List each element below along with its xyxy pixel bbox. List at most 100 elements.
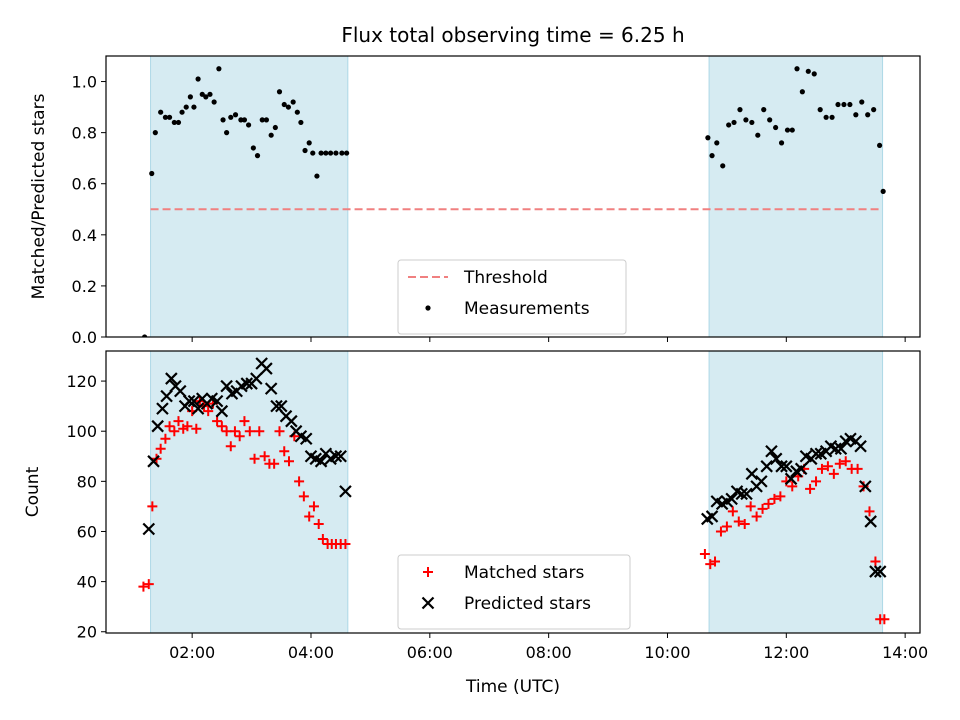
x-tick-label: 10:00 <box>644 643 690 662</box>
y-tick-label: 40 <box>77 573 97 592</box>
measurement-point <box>333 150 339 156</box>
predicted-star-point <box>859 480 872 493</box>
measurement-point <box>720 163 726 169</box>
measurement-point <box>220 117 226 123</box>
measurement-point <box>268 132 274 138</box>
matched-star-point <box>147 501 158 512</box>
matched-star-point <box>828 468 839 479</box>
predicted-star-point <box>147 455 160 468</box>
measurement-point <box>216 66 222 72</box>
legend-marker-swatch <box>425 305 431 311</box>
matched-star-point <box>164 421 175 432</box>
predicted-star-point <box>250 372 263 385</box>
plot-marks <box>138 357 890 625</box>
measurement-point <box>281 101 287 108</box>
matched-star-point <box>317 534 328 544</box>
measurement-point <box>705 135 711 141</box>
legend-label: Matched stars <box>464 563 584 583</box>
predicted-star-point <box>765 444 778 458</box>
measurement-point <box>314 173 320 179</box>
y-tick-label: 0.0 <box>72 328 97 347</box>
x-axis-label: Time (UTC) <box>465 677 560 697</box>
y-tick-label: 20 <box>77 623 97 642</box>
matched-star-point <box>816 463 827 474</box>
y-tick-label: 80 <box>77 472 97 491</box>
predicted-star-point <box>869 565 882 578</box>
measurement-point <box>773 124 779 131</box>
measurement-point <box>310 150 316 156</box>
predicted-star-point <box>829 442 842 456</box>
predicted-star-point <box>780 460 793 473</box>
legend-label: Threshold <box>463 268 548 288</box>
measurement-point <box>327 150 334 156</box>
measurement-point <box>162 114 169 120</box>
matched-star-point <box>138 581 149 592</box>
legend-marker-swatch <box>421 596 435 610</box>
measurement-point <box>761 107 767 113</box>
predicted-star-point <box>834 442 848 456</box>
legend: Matched stars Predicted stars <box>397 554 631 630</box>
predicted-star-point <box>151 419 164 433</box>
matched-star-point <box>840 456 851 467</box>
predicted-star-point <box>210 394 224 408</box>
matched-star-point <box>879 614 890 625</box>
matched-star-point <box>721 521 732 532</box>
matched-star-point <box>811 476 822 487</box>
matched-star-point <box>852 463 863 474</box>
measurement-point <box>835 101 841 108</box>
measurement-point <box>245 122 252 128</box>
predicted-star-point <box>285 414 298 428</box>
predicted-star-point <box>220 379 233 393</box>
predicted-star-point <box>775 460 788 473</box>
matched-star-point <box>710 556 721 567</box>
measurement-point <box>187 94 193 100</box>
x-tick-label: 08:00 <box>526 643 572 662</box>
legend-label: Predicted stars <box>464 594 591 614</box>
matched-star-point <box>787 481 798 492</box>
predicted-star-point <box>334 450 347 463</box>
predicted-star-point <box>156 402 169 415</box>
measurement-point <box>298 119 304 126</box>
measurement-point <box>743 117 749 123</box>
y-tick-label: 0.6 <box>72 175 97 194</box>
predicted-star-point <box>215 404 229 418</box>
measurement-point <box>254 153 261 159</box>
measurement-point <box>817 107 823 113</box>
predicted-star-point <box>735 487 749 501</box>
measurement-point <box>805 68 811 74</box>
matched-star-point <box>805 483 816 494</box>
measurement-point <box>853 112 859 118</box>
axes-frame <box>105 55 921 338</box>
matched-star-point <box>304 511 315 522</box>
predicted-star-point <box>864 515 877 528</box>
measurement-point <box>166 114 173 120</box>
predicted-star-point <box>264 382 278 395</box>
matched-star-point <box>864 506 875 517</box>
predicted-star-point <box>165 372 178 385</box>
matched-star-point <box>229 426 240 437</box>
measurement-point <box>880 188 886 194</box>
matched-star-point <box>269 458 280 469</box>
measurement-point <box>737 107 743 113</box>
predicted-star-point <box>173 384 187 398</box>
measurement-point <box>241 117 248 123</box>
predicted-star-point <box>760 460 773 473</box>
x-tick-label: 04:00 <box>288 643 334 662</box>
measurement-point <box>285 104 292 110</box>
matched-star-point <box>715 526 726 537</box>
matched-star-point <box>254 426 265 437</box>
matched-star-point <box>225 441 236 452</box>
measurement-point <box>859 99 865 105</box>
observing-window-0 <box>150 56 349 337</box>
measurement-point <box>224 130 230 136</box>
y-tick-label: 0.2 <box>72 277 97 296</box>
chart-title: Flux total observing time = 6.25 h <box>341 23 684 47</box>
measurement-point <box>203 94 209 100</box>
measurement-point <box>767 117 773 123</box>
matched-star-point <box>757 503 768 514</box>
predicted-star-point <box>274 399 288 413</box>
measurement-point <box>344 150 350 156</box>
measurement-point <box>709 153 715 159</box>
matched-star-point <box>870 556 881 567</box>
matched-star-point <box>155 443 166 454</box>
